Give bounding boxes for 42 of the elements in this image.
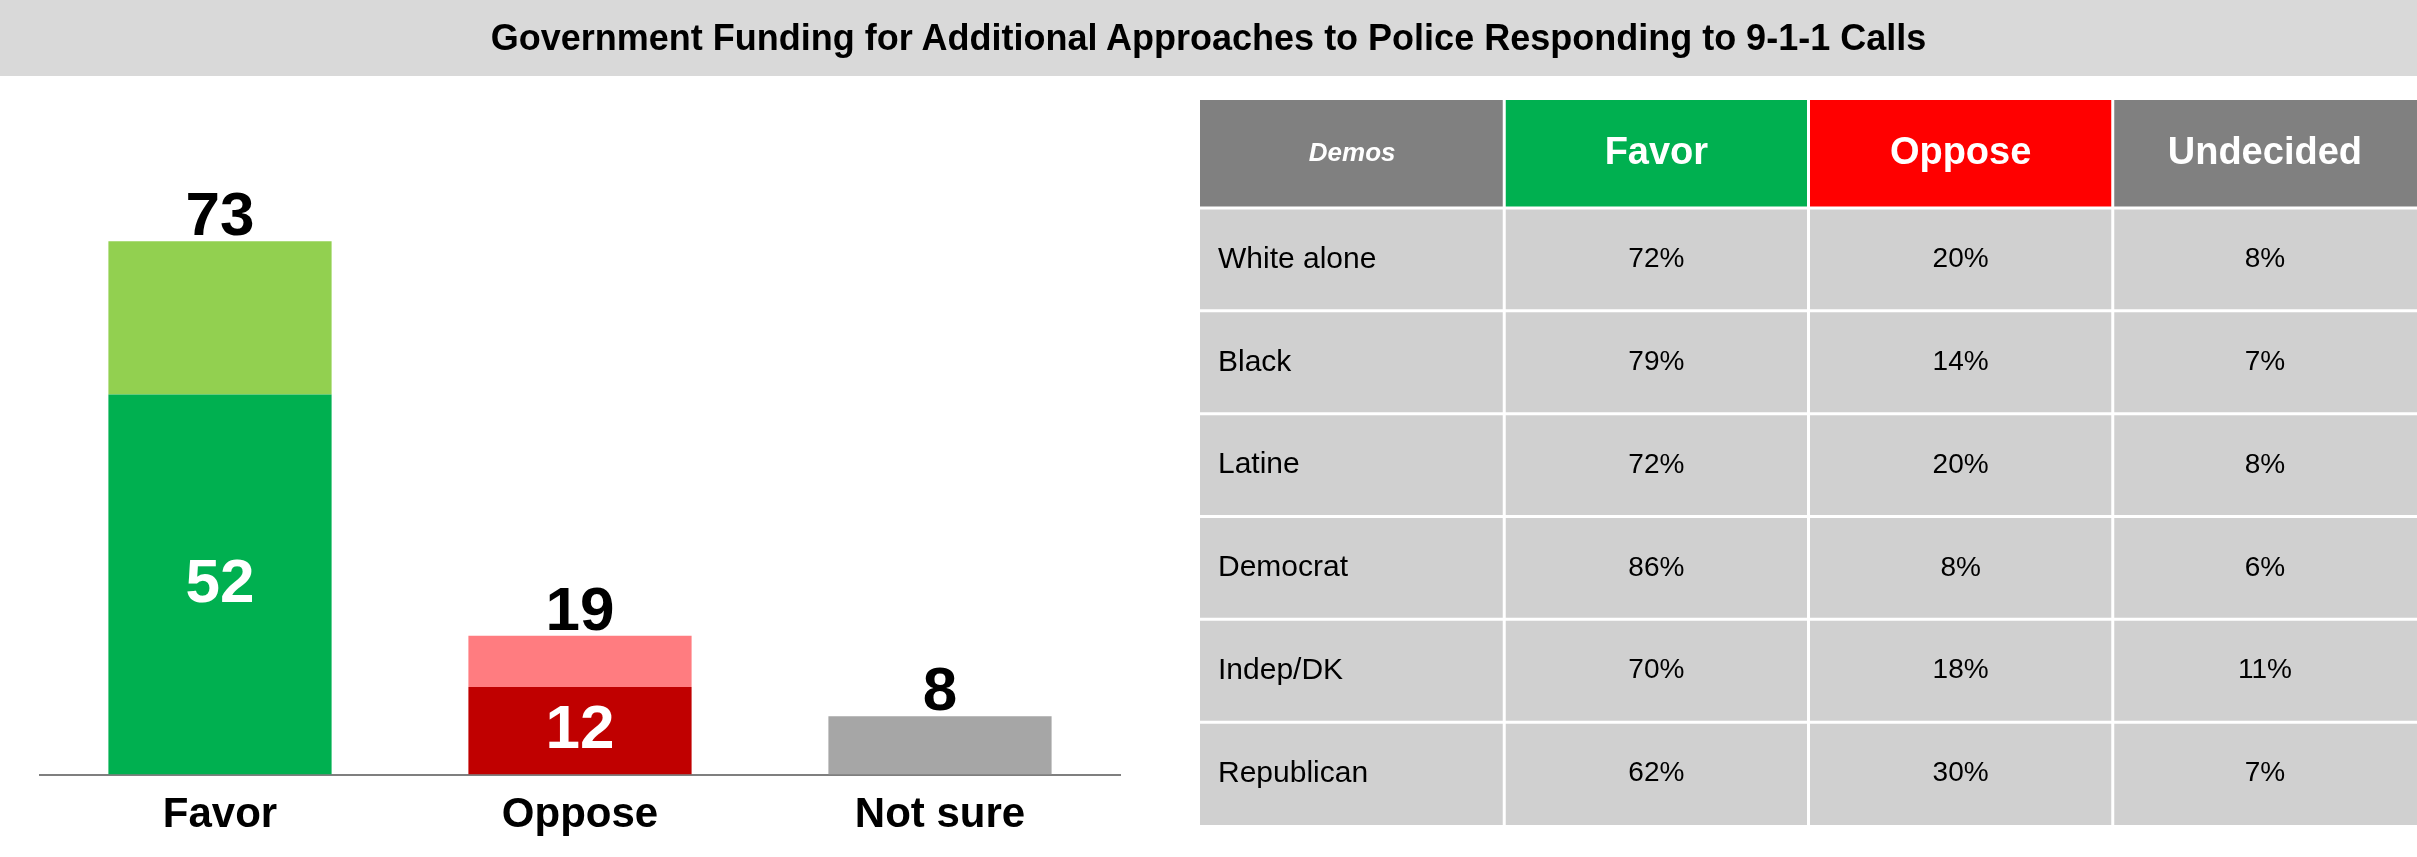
y-tick-label: Democrat <box>1218 549 1349 583</box>
data-label: 20% <box>1932 242 1989 274</box>
y-tick-label: Indep/DK <box>1218 652 1344 686</box>
data-label: 79% <box>1628 344 1685 376</box>
text: Government Funding for Additional Approaches to Police Responding to 9-1-1 Calls <box>0 0 2417 76</box>
data-label: 8% <box>1940 550 1981 582</box>
x-tick-label: Not sure <box>854 789 1026 837</box>
data-label: 11% <box>2237 653 2292 685</box>
data-label: 30% <box>1932 756 1989 788</box>
x-tick-label: Favor <box>1604 130 1709 173</box>
x-tick-label: Undecided <box>2167 130 2362 173</box>
data-label: 62% <box>1628 756 1685 788</box>
bar <box>468 635 692 687</box>
data-label: 86% <box>1628 550 1685 582</box>
bar <box>108 394 332 775</box>
data-label: 70% <box>1628 653 1685 685</box>
data-label: 14% <box>1932 344 1989 376</box>
data-label: 18% <box>1932 653 1989 685</box>
bar <box>108 241 332 395</box>
y-tick-label: White alone <box>1218 240 1377 274</box>
y-tick-label: Latine <box>1218 446 1300 480</box>
x-tick-label: Oppose <box>1889 130 2032 173</box>
data-label: 72% <box>1628 447 1685 479</box>
bar <box>828 716 1052 775</box>
data-label: 52 <box>185 545 255 615</box>
data-label: 7% <box>2244 344 2286 376</box>
y-tick-label: Black <box>1218 343 1293 377</box>
y-tick-label: Republican <box>1218 754 1369 788</box>
x-tick-label: Favor <box>162 789 278 837</box>
data-label: 8% <box>2244 447 2286 479</box>
data-label: 20% <box>1932 447 1989 479</box>
total-label: 8 <box>922 654 958 724</box>
data-label: 7% <box>2244 756 2286 788</box>
total-label: 73 <box>185 179 255 249</box>
data-label: 8% <box>2244 242 2286 274</box>
data-label: 12 <box>545 691 615 761</box>
data-label: 72% <box>1628 242 1685 274</box>
data-label: 6% <box>2244 550 2286 582</box>
y-axis-title: Demos <box>1308 137 1396 168</box>
x-tick-label: Oppose <box>501 789 659 837</box>
total-label: 19 <box>545 573 615 643</box>
bar <box>468 686 692 775</box>
